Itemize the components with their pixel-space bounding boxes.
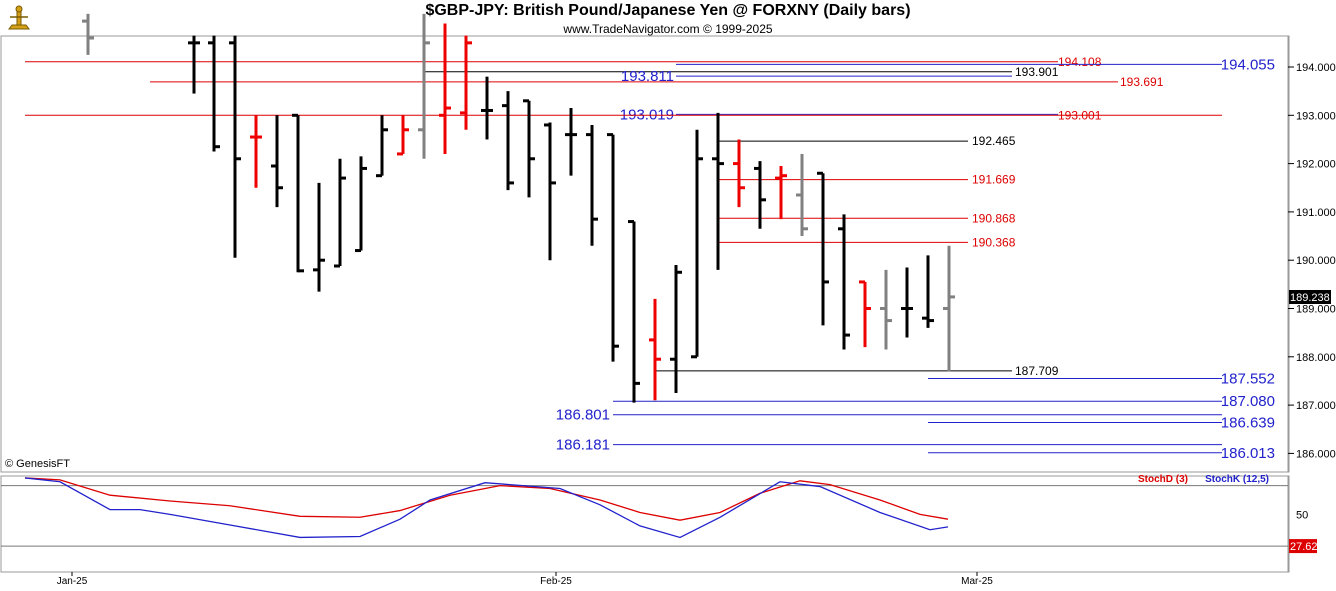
- ohlc-bar: [355, 156, 367, 253]
- x-tick-label: Feb-25: [540, 576, 572, 587]
- level-label: 186.639: [1221, 415, 1275, 432]
- ohlc-bar: [691, 129, 703, 359]
- ohlc-bar: [397, 115, 409, 156]
- level-label: 193.001: [1058, 108, 1102, 122]
- y-tick-label: 193.000: [1296, 110, 1336, 122]
- copyright-label: © GenesisFT: [5, 458, 70, 470]
- chart-title: $GBP-JPY: British Pound/Japanese Yen @ F…: [425, 2, 911, 19]
- y-tick-label: 190.000: [1296, 255, 1336, 267]
- level-label: 187.709: [1015, 364, 1059, 378]
- price-panel-border: [0, 35, 1290, 473]
- ohlc-bar: [271, 115, 283, 208]
- ohlc-bar: [754, 161, 766, 229]
- ohlc-bar: [733, 139, 745, 208]
- ohlc-bar: [418, 13, 430, 159]
- ohlc-bar: [460, 35, 472, 130]
- ohlc-bar: [82, 13, 94, 55]
- y-tick-label: 194.000: [1296, 62, 1336, 74]
- level-label: 186.013: [1221, 445, 1275, 462]
- last-price-label: 189.238: [1290, 292, 1330, 304]
- ohlc-bar: [775, 166, 787, 220]
- y-tick-label: 191.000: [1296, 207, 1336, 219]
- ohlc-bar: [586, 124, 598, 246]
- ohlc-bar: [523, 99, 535, 198]
- ohlc-bar: [817, 171, 829, 326]
- chart-subtitle: www.TradeNavigator.com © 1999-2025: [563, 22, 773, 36]
- level-label: 190.868: [972, 211, 1016, 225]
- ohlc-bar: [188, 35, 200, 94]
- ohlc-bar: [670, 265, 682, 394]
- ohlc-bar: [649, 298, 661, 401]
- level-label: 193.901: [1015, 65, 1059, 79]
- ohlc-bar: [439, 23, 451, 154]
- ohlc-bar: [943, 245, 955, 372]
- ohlc-bar: [481, 76, 493, 140]
- x-tick-label: Jan-25: [57, 576, 88, 587]
- ohlc-bar: [712, 112, 724, 270]
- ohlc-bar: [334, 158, 346, 268]
- ohlc-bar: [838, 214, 850, 350]
- y-tick-label: 192.000: [1296, 159, 1336, 171]
- last-price-badge: [1289, 290, 1331, 305]
- y-tick-label: 189.000: [1296, 304, 1336, 316]
- stoch-series-line: [24, 477, 949, 539]
- ohlc-bar: [313, 182, 325, 292]
- stoch-legend-d: StochD (3): [1138, 474, 1188, 485]
- level-label: 194.108: [1058, 55, 1102, 69]
- ohlc-bar: [880, 269, 892, 350]
- ohlc-bar: [922, 255, 934, 328]
- stoch-legend-k: StochK (12,5): [1205, 474, 1269, 485]
- ohlc-bar: [250, 115, 262, 188]
- ohlc-bar: [376, 115, 388, 178]
- trade-navigator-logo-icon: [4, 3, 34, 38]
- stoch-series-line: [24, 477, 949, 521]
- level-label: 187.080: [1221, 393, 1275, 410]
- y-tick-label: 188.000: [1296, 352, 1336, 364]
- stoch-last-label: 27.62: [1290, 541, 1318, 553]
- level-label: 186.801: [556, 407, 610, 424]
- level-label: 187.552: [1221, 370, 1275, 387]
- y-tick-label: 186.000: [1296, 448, 1336, 460]
- level-label: 194.055: [1221, 56, 1275, 73]
- level-label: 193.811: [621, 68, 674, 85]
- ohlc-bar: [502, 91, 514, 191]
- level-label: 190.368: [972, 235, 1016, 249]
- ohlc-bar: [859, 280, 871, 348]
- level-label: 186.181: [556, 437, 610, 454]
- ohlc-bar: [208, 35, 220, 152]
- ohlc-bar: [628, 220, 640, 403]
- level-label: 192.465: [972, 134, 1016, 148]
- ohlc-bar: [607, 133, 619, 362]
- ohlc-bar: [292, 113, 304, 273]
- level-label: 191.669: [972, 173, 1016, 187]
- x-tick-label: Mar-25: [961, 576, 993, 587]
- stoch-last-badge: [1289, 539, 1317, 554]
- ohlc-bar: [796, 153, 808, 237]
- ohlc-bar: [229, 35, 241, 258]
- stoch-panel-border: [0, 475, 1290, 573]
- ohlc-bar: [544, 122, 556, 261]
- ohlc-bar: [901, 267, 913, 338]
- level-label: 193.691: [1120, 75, 1164, 89]
- y-tick-label: 187.000: [1296, 400, 1336, 412]
- ohlc-bar: [565, 108, 577, 176]
- stoch-tick-label: 50: [1296, 509, 1308, 521]
